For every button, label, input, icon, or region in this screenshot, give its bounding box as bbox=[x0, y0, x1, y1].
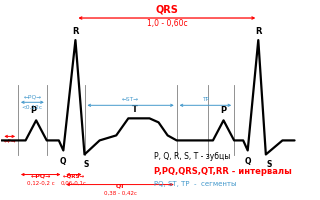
Text: Q: Q bbox=[244, 157, 251, 166]
Text: 0,12-0,2 с: 0,12-0,2 с bbox=[27, 181, 54, 186]
Text: P: P bbox=[30, 106, 36, 115]
Text: ←P→: ←P→ bbox=[4, 139, 16, 144]
Text: ←PQ→: ←PQ→ bbox=[23, 94, 41, 99]
Text: Q: Q bbox=[60, 157, 67, 166]
Text: ←ST→: ←ST→ bbox=[122, 97, 139, 102]
Text: S: S bbox=[83, 160, 89, 169]
Text: T: T bbox=[132, 105, 137, 114]
Text: P,PQ,QRS,QT,RR - интервалы: P,PQ,QRS,QT,RR - интервалы bbox=[154, 167, 292, 176]
Text: ←QRS→: ←QRS→ bbox=[63, 174, 85, 179]
Text: 0,06-0,1с: 0,06-0,1с bbox=[61, 181, 87, 186]
Text: <0,12с: <0,12с bbox=[22, 104, 43, 109]
Text: P: P bbox=[220, 106, 227, 115]
Text: QRS: QRS bbox=[156, 4, 178, 14]
Text: TP: TP bbox=[202, 97, 209, 102]
Text: 1,0 - 0,60с: 1,0 - 0,60с bbox=[147, 19, 187, 28]
Text: ←PQ→: ←PQ→ bbox=[30, 174, 51, 179]
Text: R: R bbox=[72, 27, 79, 36]
Text: R: R bbox=[255, 27, 261, 36]
Text: PQ, ST, TP  -  сегменты: PQ, ST, TP - сегменты bbox=[154, 181, 236, 187]
Text: S: S bbox=[266, 160, 272, 169]
Text: P, Q, R, S, T - зубцы: P, Q, R, S, T - зубцы bbox=[154, 152, 230, 161]
Text: 0,38 - 0,42с: 0,38 - 0,42с bbox=[103, 191, 137, 196]
Text: QT: QT bbox=[115, 184, 125, 189]
